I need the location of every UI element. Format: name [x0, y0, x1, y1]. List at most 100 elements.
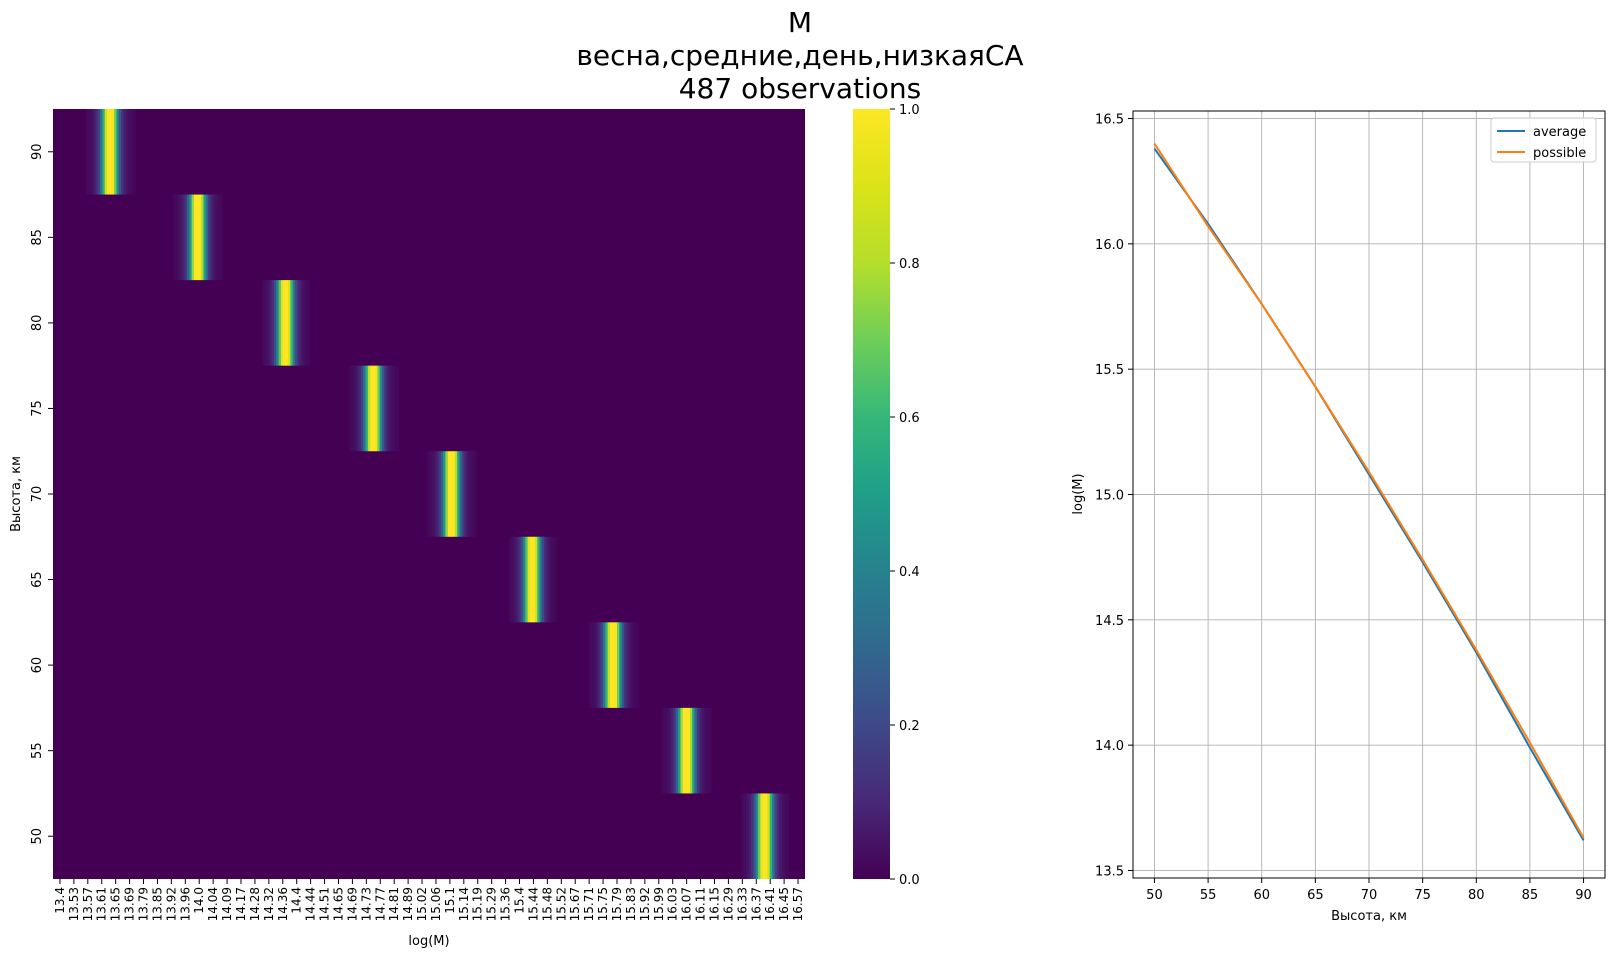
- heatmap-cell: [743, 793, 747, 879]
- heatmap-cell: [100, 109, 103, 195]
- heatmap-cell: [102, 109, 106, 195]
- heatmap-cell: [299, 280, 303, 366]
- heatmap-cell: [262, 280, 266, 366]
- heatmap-x-tick-label: 14.28: [248, 887, 262, 921]
- heatmap-cell: [668, 707, 672, 794]
- title-line-1: M: [787, 6, 813, 39]
- line-y-tick-label: 15.0: [1095, 489, 1124, 504]
- heatmap-cell: [546, 536, 550, 623]
- heatmap-cell: [760, 793, 764, 879]
- colorbar-tick-label: 0.0: [899, 873, 920, 888]
- heatmap-cell: [128, 109, 132, 195]
- heatmap-cell: [92, 109, 96, 195]
- heatmap-cell: [508, 536, 512, 623]
- heatmap-cell: [377, 365, 381, 452]
- heatmap-cell: [90, 109, 94, 195]
- heatmap-cell: [614, 622, 618, 708]
- heatmap-cell: [189, 194, 193, 281]
- heatmap-x-tick-label: 15.71: [582, 887, 596, 921]
- heatmap-cell: [661, 707, 665, 794]
- heatmap-cell: [379, 365, 383, 452]
- heatmap-cell: [765, 793, 768, 879]
- heatmap-x-tick-label: 13.4: [53, 887, 67, 914]
- heatmap-cell: [280, 280, 284, 366]
- heatmap-cell: [198, 194, 202, 281]
- heatmap-x-tick-label: 15.1: [443, 887, 457, 914]
- heatmap-x-tick-label: 14.44: [304, 887, 318, 921]
- colorbar-tick-label: 0.6: [899, 411, 920, 426]
- series-line-possible: [1153, 143, 1585, 839]
- heatmap-cell: [755, 793, 759, 879]
- heatmap-cell: [288, 280, 291, 366]
- heatmap-cell: [271, 280, 275, 366]
- heatmap-cell: [208, 194, 212, 281]
- heatmap-cell: [353, 365, 357, 452]
- heatmap-cell: [591, 622, 595, 708]
- heatmap-cell: [273, 280, 277, 366]
- heatmap-x-tick-label: 15.4: [513, 887, 527, 914]
- heatmap-cell: [635, 622, 639, 708]
- heatmap-cell: [466, 451, 470, 537]
- heatmap-cell: [786, 793, 790, 879]
- heatmap-cell: [283, 280, 287, 366]
- heatmap-cell: [689, 707, 693, 794]
- heatmap-x-tick-label: 14.4: [290, 887, 304, 914]
- heatmap-cell: [461, 451, 465, 537]
- heatmap-x-tick-label: 14.65: [331, 887, 345, 921]
- heatmap-cell: [548, 536, 552, 623]
- heatmap-cell: [297, 280, 301, 366]
- figure-title: M весна,средние,день,низкаяСА 487 observ…: [0, 6, 1600, 105]
- heatmap-cell: [762, 793, 766, 879]
- heatmap-cell: [595, 622, 599, 708]
- line-x-tick-label: 75: [1414, 888, 1431, 903]
- heatmap-y-tick-label: 75: [30, 400, 45, 417]
- heatmap-cell: [123, 109, 127, 195]
- heatmap-x-tick-label: 14.51: [318, 887, 332, 921]
- heatmap-cell: [600, 622, 604, 708]
- heatmap-x-tick-label: 16.15: [707, 887, 721, 921]
- heatmap-cell: [201, 194, 204, 281]
- heatmap-cell: [205, 194, 209, 281]
- heatmap-cell: [750, 793, 754, 879]
- heatmap-cell: [544, 536, 548, 623]
- heatmap-cell: [701, 707, 705, 794]
- heatmap-cell: [551, 536, 555, 623]
- line-x-axis-label: Высота, км: [1331, 909, 1407, 924]
- heatmap-cell: [130, 109, 134, 195]
- heatmap-cell: [384, 365, 388, 452]
- heatmap-cell: [358, 365, 362, 452]
- heatmap-cell: [349, 365, 353, 452]
- line-x-tick-label: 65: [1307, 888, 1324, 903]
- heatmap-x-tick-label: 15.99: [652, 887, 666, 921]
- heatmap-cell: [708, 707, 712, 794]
- heatmap-cell: [438, 451, 442, 537]
- colorbar-tick-label: 0.2: [899, 719, 920, 734]
- line-x-tick-label: 60: [1253, 888, 1270, 903]
- heatmap-x-tick-label: 13.69: [123, 887, 137, 921]
- heatmap-cell: [111, 109, 115, 195]
- heatmap-x-tick-label: 16.41: [763, 887, 777, 921]
- heatmap-cell: [530, 536, 533, 623]
- heatmap-cell: [367, 365, 371, 452]
- heatmap-cell: [541, 536, 545, 623]
- heatmap-x-tick-label: 15.75: [596, 887, 610, 921]
- heatmap-cell: [772, 793, 776, 879]
- heatmap-cell: [365, 365, 369, 452]
- heatmap-y-tick-label: 60: [30, 657, 45, 674]
- line-y-tick-label: 13.5: [1095, 864, 1124, 879]
- heatmap-cell: [520, 536, 524, 623]
- heatmap-cell: [706, 707, 710, 794]
- heatmap-cell: [393, 365, 397, 452]
- heatmap-x-tick-label: 16.29: [721, 887, 735, 921]
- heatmap-cell: [457, 451, 461, 537]
- heatmap-cell: [534, 536, 538, 623]
- heatmap-y-tick-label: 85: [30, 229, 45, 246]
- heatmap-cell: [107, 109, 110, 195]
- heatmap-x-tick-label: 13.79: [137, 887, 151, 921]
- heatmap-cell: [753, 793, 757, 879]
- heatmap-x-tick-label: 14.81: [387, 887, 401, 921]
- heatmap-cell: [748, 793, 752, 879]
- line-x-tick-label: 50: [1146, 888, 1163, 903]
- heatmap-cell: [602, 622, 606, 708]
- heatmap-x-tick-label: 14.36: [276, 887, 290, 921]
